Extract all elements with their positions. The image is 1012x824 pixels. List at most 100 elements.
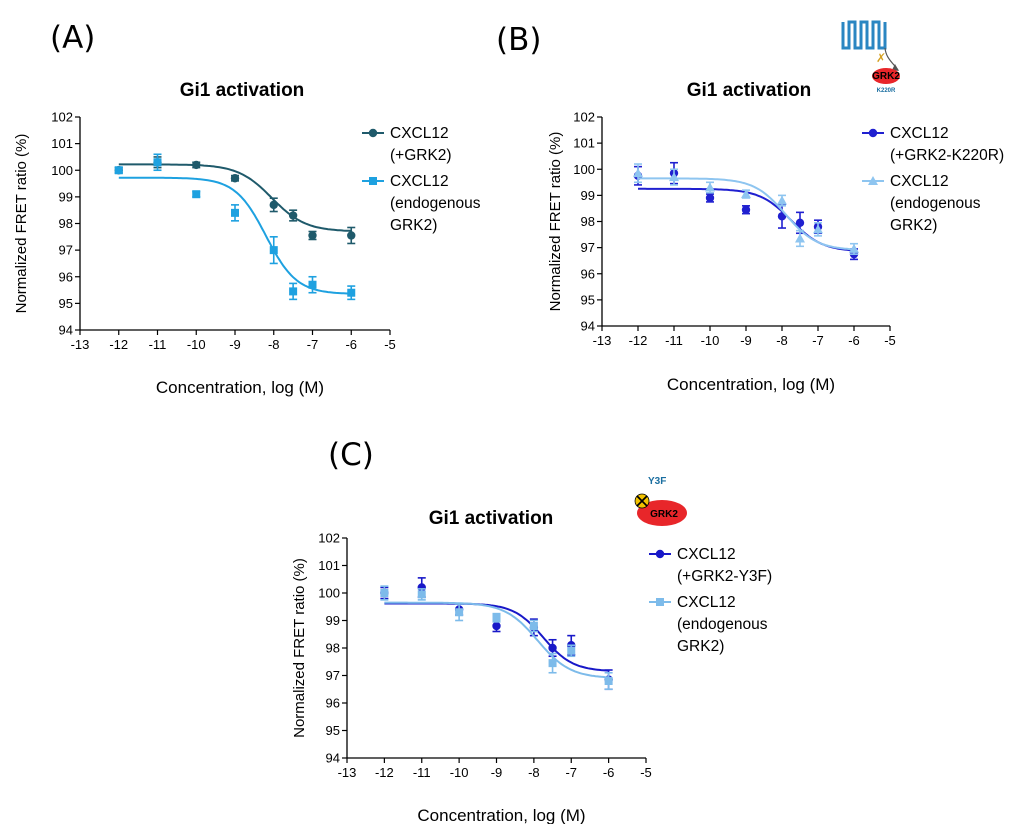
panel-c-chart: Gi1 activation 94 95 96 97 98 99 100 101 102 -13 -1… bbox=[291, 508, 772, 824]
legend-label: (endogenous bbox=[677, 616, 768, 633]
legend-marker bbox=[655, 549, 665, 559]
x-tick-label: -12 bbox=[629, 333, 648, 348]
legend-label: GRK2) bbox=[677, 638, 724, 655]
y-tick-label: 100 bbox=[573, 162, 595, 177]
data-point bbox=[347, 288, 356, 297]
y-tick-label: 101 bbox=[573, 136, 595, 151]
data-point bbox=[795, 218, 805, 228]
y-axis-label: Normalized FRET ratio (%) bbox=[291, 558, 308, 738]
x-tick-label: -10 bbox=[450, 765, 469, 780]
x-tick-label: -10 bbox=[187, 337, 206, 352]
data-point bbox=[308, 280, 317, 289]
series-0: CXCL12 (+GRK2-K220R) bbox=[633, 125, 1004, 261]
y-tick-label: 95 bbox=[59, 296, 73, 311]
y-tick-label: 100 bbox=[318, 586, 340, 601]
x-tick-label: -7 bbox=[307, 337, 319, 352]
x-tick-label: -8 bbox=[528, 765, 540, 780]
legend-label: (+GRK2) bbox=[390, 147, 452, 164]
x-tick-label: -13 bbox=[71, 337, 90, 352]
x-tick-label: -12 bbox=[109, 337, 128, 352]
y-tick-label: 96 bbox=[581, 266, 595, 281]
x-tick-label: -7 bbox=[812, 333, 824, 348]
data-point bbox=[231, 208, 239, 217]
data-point bbox=[455, 608, 464, 617]
data-point bbox=[741, 189, 751, 199]
x-tick-label: -13 bbox=[593, 333, 612, 348]
series-1: CXCL12 (endogenous GRK2) bbox=[633, 163, 981, 255]
y-tick-label: 97 bbox=[59, 243, 73, 258]
data-point bbox=[192, 160, 201, 170]
y-tick-label: 94 bbox=[59, 323, 73, 338]
panel-b-letter: (B) bbox=[496, 22, 541, 58]
chart-title: Gi1 activation bbox=[687, 80, 812, 101]
data-point bbox=[269, 246, 278, 255]
x-tick-label: -11 bbox=[413, 765, 431, 780]
icon-k220r-label: K220R bbox=[877, 88, 896, 94]
x-tick-label: -5 bbox=[640, 765, 652, 780]
legend-label: GRK2) bbox=[890, 217, 937, 234]
y-tick-label: 102 bbox=[318, 531, 340, 546]
legend-label: GRK2) bbox=[390, 217, 437, 234]
icon-grk2-y3f-label: GRK2 bbox=[650, 509, 678, 520]
panel-b-chart: Gi1 activation 94 95 96 97 98 99 100 101 102 -13 -1… bbox=[547, 80, 1004, 394]
data-point bbox=[669, 172, 679, 182]
data-point bbox=[548, 643, 557, 653]
legend-marker bbox=[868, 176, 878, 185]
x-tick-label: -9 bbox=[740, 333, 752, 348]
data-point bbox=[633, 168, 643, 178]
data-point bbox=[795, 233, 805, 243]
data-point bbox=[230, 174, 240, 183]
x-tick-label: -5 bbox=[884, 333, 896, 348]
y-tick-label: 97 bbox=[581, 240, 595, 255]
legend-marker bbox=[368, 128, 378, 138]
legend-label: CXCL12 bbox=[390, 125, 449, 142]
y-tick-label: 101 bbox=[51, 136, 73, 151]
data-point bbox=[705, 182, 715, 192]
legend-label: CXCL12 bbox=[677, 546, 736, 563]
y-axis-label: Normalized FRET ratio (%) bbox=[547, 132, 564, 312]
y-tick-label: 102 bbox=[51, 110, 73, 125]
receptor-grk2-k220r-icon: ✗ GRK2 K220R bbox=[841, 20, 900, 94]
data-point bbox=[492, 621, 501, 631]
data-point bbox=[269, 200, 278, 210]
data-point bbox=[114, 166, 123, 175]
x-tick-label: -12 bbox=[375, 765, 394, 780]
data-point bbox=[347, 231, 356, 240]
data-point bbox=[777, 212, 787, 221]
chart-title: Gi1 activation bbox=[180, 80, 305, 101]
k220r-mark-icon: ✗ bbox=[876, 51, 886, 65]
legend-label: CXCL12 bbox=[677, 594, 736, 611]
data-point bbox=[417, 590, 426, 599]
legend-marker bbox=[868, 128, 878, 138]
icon-grk2-label: GRK2 bbox=[872, 71, 900, 82]
panel-c-letter: (C) bbox=[328, 437, 374, 473]
y-axis-label: Normalized FRET ratio (%) bbox=[13, 134, 30, 314]
y-tick-label: 96 bbox=[326, 696, 340, 711]
data-point bbox=[308, 231, 317, 240]
y-tick-label: 96 bbox=[59, 269, 73, 284]
x-tick-label: -11 bbox=[665, 333, 683, 348]
y-tick-label: 98 bbox=[581, 214, 595, 229]
legend-marker bbox=[369, 177, 377, 185]
data-point bbox=[741, 205, 751, 214]
y-tick-label: 101 bbox=[318, 558, 340, 573]
legend-marker bbox=[656, 598, 664, 606]
data-point bbox=[777, 195, 787, 205]
data-point bbox=[705, 193, 715, 203]
legend-label: (+GRK2-Y3F) bbox=[677, 568, 772, 585]
data-point bbox=[813, 224, 823, 234]
y-tick-label: 94 bbox=[326, 751, 340, 766]
legend-label: (endogenous bbox=[390, 195, 481, 212]
y-tick-label: 98 bbox=[326, 641, 340, 656]
panel-a-chart: Gi1 activation 94 95 96 97 98 99 100 101 102 -13 -1… bbox=[13, 80, 481, 397]
fit-curve bbox=[384, 601, 609, 679]
data-point bbox=[604, 677, 613, 685]
data-point bbox=[529, 622, 538, 630]
series-1: CXCL12 (endogenous GRK2) bbox=[380, 585, 768, 691]
x-tick-label: -6 bbox=[848, 333, 860, 348]
x-tick-label: -9 bbox=[229, 337, 241, 352]
legend-label: (endogenous bbox=[890, 195, 981, 212]
data-point bbox=[492, 613, 501, 622]
y-tick-label: 99 bbox=[59, 189, 73, 204]
y-tick-label: 95 bbox=[326, 723, 340, 738]
